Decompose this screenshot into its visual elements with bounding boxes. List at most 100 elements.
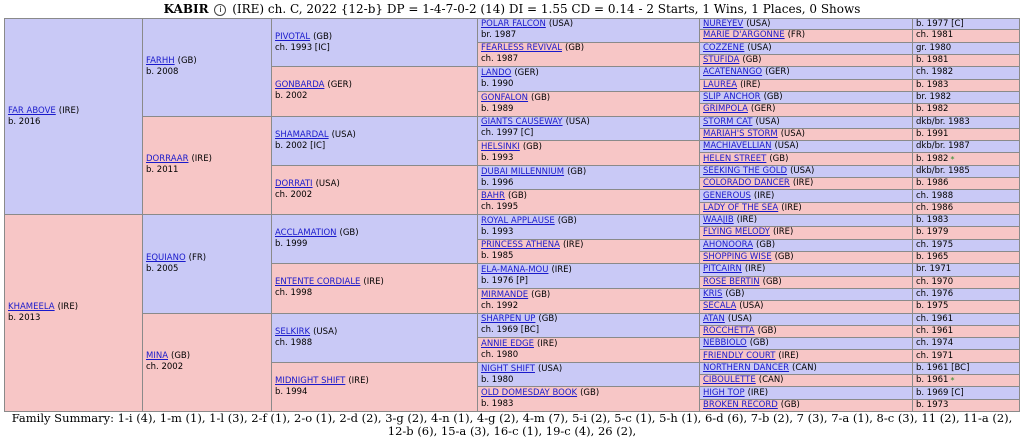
- ancestor-info: b. 2005: [146, 263, 179, 274]
- ancestor-link[interactable]: MINA: [146, 351, 169, 362]
- ancestor-name-cell: COZZENE (USA): [700, 42, 913, 54]
- ancestor-link[interactable]: GIANTS CAUSEWAY: [481, 117, 563, 128]
- pedigree-cell-gen4: LANDO (GER) b. 1990: [478, 67, 700, 92]
- ancestor-link[interactable]: DORRAAR: [146, 154, 189, 165]
- ancestor-link[interactable]: ENTENTE CORDIALE: [275, 277, 361, 288]
- ancestor-country: (GB): [756, 239, 776, 250]
- ancestor-link[interactable]: DORRATI: [275, 178, 313, 189]
- ancestor-link[interactable]: FLYING MELODY: [703, 227, 770, 238]
- ancestor-name-cell: SLIP ANCHOR (GB): [700, 91, 913, 104]
- ancestor-info: b. 2016: [8, 116, 41, 127]
- ancestor-link[interactable]: FARHH: [146, 56, 175, 67]
- pedigree-cell-gen3: SHAMARDAL (USA) b. 2002 [IC]: [272, 116, 478, 166]
- pedigree-cell-gen4: GONFALON (GB) b. 1989: [478, 91, 700, 117]
- ancestor-link[interactable]: DUBAI MILLENNIUM: [481, 166, 565, 177]
- ancestor-link[interactable]: MIRMANDE: [481, 289, 529, 300]
- ancestor-name-line: POLAR FALCON (USA): [481, 19, 696, 30]
- ancestor-link[interactable]: PRINCESS ATHENA: [481, 240, 560, 251]
- ancestor-name-cell: PITCAIRN (IRE): [700, 264, 913, 276]
- pedigree-cell-gen4: PRINCESS ATHENA (IRE) b. 1985: [478, 239, 700, 265]
- ancestor-link[interactable]: SHARPEN UP: [481, 314, 536, 325]
- ancestor-country: (IRE): [744, 264, 766, 275]
- ancestor-info: b. 1973: [916, 399, 949, 410]
- ancestor-link[interactable]: ACATENANGO: [703, 67, 763, 78]
- ancestor-link[interactable]: MARIAH'S STORM: [703, 128, 778, 139]
- ancestor-name-cell: ACATENANGO (GER): [700, 67, 913, 79]
- ancestor-link[interactable]: NEBBIOLO: [703, 338, 747, 349]
- ancestor-country: (GB): [507, 191, 528, 202]
- ancestor-link[interactable]: SHAMARDAL: [275, 129, 329, 140]
- ancestor-link[interactable]: COZZENE: [703, 42, 745, 53]
- ancestor-country: (GB): [762, 276, 782, 287]
- ancestor-link[interactable]: GONFALON: [481, 92, 529, 103]
- ancestor-name-cell: MARIAH'S STORM (USA): [700, 128, 913, 141]
- ancestor-link[interactable]: SELKIRK: [275, 326, 311, 337]
- ancestor-link[interactable]: SHOPPING WISE: [703, 252, 772, 263]
- ancestor-name-line: DUBAI MILLENNIUM (GB): [481, 167, 696, 178]
- ancestor-link[interactable]: ANNIE EDGE: [481, 338, 534, 349]
- pedigree-cell-gen4: ELA-MANA-MOU (IRE) b. 1976 [P]: [478, 264, 700, 289]
- ancestor-name-line: ELA-MANA-MOU (IRE): [481, 265, 696, 276]
- ancestor-link[interactable]: WAAJIB: [703, 215, 734, 226]
- ancestor-link[interactable]: HELEN STREET: [703, 153, 767, 164]
- ancestor-link[interactable]: NUREYEV: [703, 18, 744, 29]
- ancestor-link[interactable]: CIBOULETTE: [703, 375, 756, 386]
- ancestor-link[interactable]: COLORADO DANCER: [703, 178, 790, 189]
- pedigree-cell-gen5: BROKEN RECORD (GB) b. 1973: [700, 399, 1020, 412]
- info-circle-icon[interactable]: i: [214, 4, 227, 16]
- ancestor-link[interactable]: KRIS: [703, 289, 723, 300]
- ancestor-link[interactable]: PITCAIRN: [703, 264, 742, 275]
- ancestor-name-line: FAR ABOVE (IRE): [8, 106, 139, 117]
- ancestor-info: ch. 1993 [IC]: [275, 42, 330, 53]
- ancestor-link[interactable]: ROSE BERTIN: [703, 276, 760, 287]
- ancestor-link[interactable]: STORM CAT: [703, 116, 753, 127]
- ancestor-link[interactable]: MARIE D'ARGONNE: [703, 30, 785, 41]
- ancestor-link[interactable]: AHONOORA: [703, 239, 754, 250]
- ancestor-link[interactable]: NORTHERN DANCER: [703, 362, 790, 373]
- ancestor-name-cell: NORTHERN DANCER (CAN): [700, 362, 913, 375]
- ancestor-link[interactable]: HELSINKI: [481, 141, 520, 152]
- ancestor-info-cell: b. 1975: [913, 301, 951, 312]
- ancestor-info: ch. 1971: [916, 350, 954, 361]
- ancestor-link[interactable]: GRIMPOLA: [703, 104, 748, 115]
- ancestor-link[interactable]: NIGHT SHIFT: [481, 363, 535, 374]
- ancestor-info: b. 1983: [916, 215, 949, 226]
- ancestor-link[interactable]: ACCLAMATION: [275, 228, 337, 239]
- pedigree-cell-gen5: GENEROUS (IRE) ch. 1988: [700, 190, 1020, 203]
- ancestor-link[interactable]: LAUREA: [703, 79, 738, 90]
- ancestor-country: (IRE): [778, 350, 799, 361]
- ancestor-info: b. 2011: [146, 165, 179, 176]
- ancestor-info: b. 1975: [916, 301, 949, 312]
- ancestor-link[interactable]: FRIENDLY COURT: [703, 350, 776, 361]
- ancestor-link[interactable]: FAR ABOVE: [8, 105, 56, 116]
- ancestor-info-cell: gr. 1980: [913, 43, 954, 54]
- ancestor-link[interactable]: EQUIANO: [146, 252, 186, 263]
- ancestor-link[interactable]: ROYAL APPLAUSE: [481, 215, 555, 226]
- star-icon: *: [950, 376, 955, 386]
- pedigree-cell-gen3: ENTENTE CORDIALE (IRE) ch. 1998: [272, 264, 478, 314]
- ancestor-link[interactable]: OLD DOMESDAY BOOK: [481, 388, 578, 399]
- ancestor-link[interactable]: STUFIDA: [703, 55, 740, 66]
- ancestor-link[interactable]: ATAN: [703, 313, 725, 324]
- ancestor-link[interactable]: SLIP ANCHOR: [703, 92, 761, 103]
- ancestor-link[interactable]: FEARLESS REVIVAL: [481, 43, 562, 54]
- ancestor-link[interactable]: SEEKING THE GOLD: [703, 165, 788, 176]
- ancestor-link[interactable]: GONBARDA: [275, 80, 325, 91]
- ancestor-link[interactable]: POLAR FALCON: [481, 19, 546, 30]
- ancestor-link[interactable]: LANDO: [481, 68, 512, 79]
- ancestor-link[interactable]: PIVOTAL: [275, 31, 311, 42]
- ancestor-link[interactable]: ELA-MANA-MOU: [481, 265, 549, 276]
- ancestor-country: (IRE): [781, 202, 802, 213]
- ancestor-info: b. 2008: [146, 67, 179, 78]
- ancestor-name-line: HELSINKI (GB): [481, 142, 696, 153]
- ancestor-link[interactable]: BAHR: [481, 191, 505, 202]
- ancestor-link[interactable]: LADY OF THE SEA: [703, 202, 779, 213]
- ancestor-link[interactable]: SECALA: [703, 301, 737, 312]
- ancestor-link[interactable]: HIGH TOP: [703, 387, 745, 398]
- ancestor-link[interactable]: MIDNIGHT SHIFT: [275, 375, 346, 386]
- ancestor-link[interactable]: KHAMEELA: [8, 302, 55, 312]
- ancestor-link[interactable]: MACHIAVELLIAN: [703, 141, 772, 152]
- ancestor-link[interactable]: ROCCHETTA: [703, 325, 755, 336]
- ancestor-link[interactable]: GENEROUS: [703, 190, 751, 201]
- ancestor-link[interactable]: BROKEN RECORD: [703, 399, 778, 410]
